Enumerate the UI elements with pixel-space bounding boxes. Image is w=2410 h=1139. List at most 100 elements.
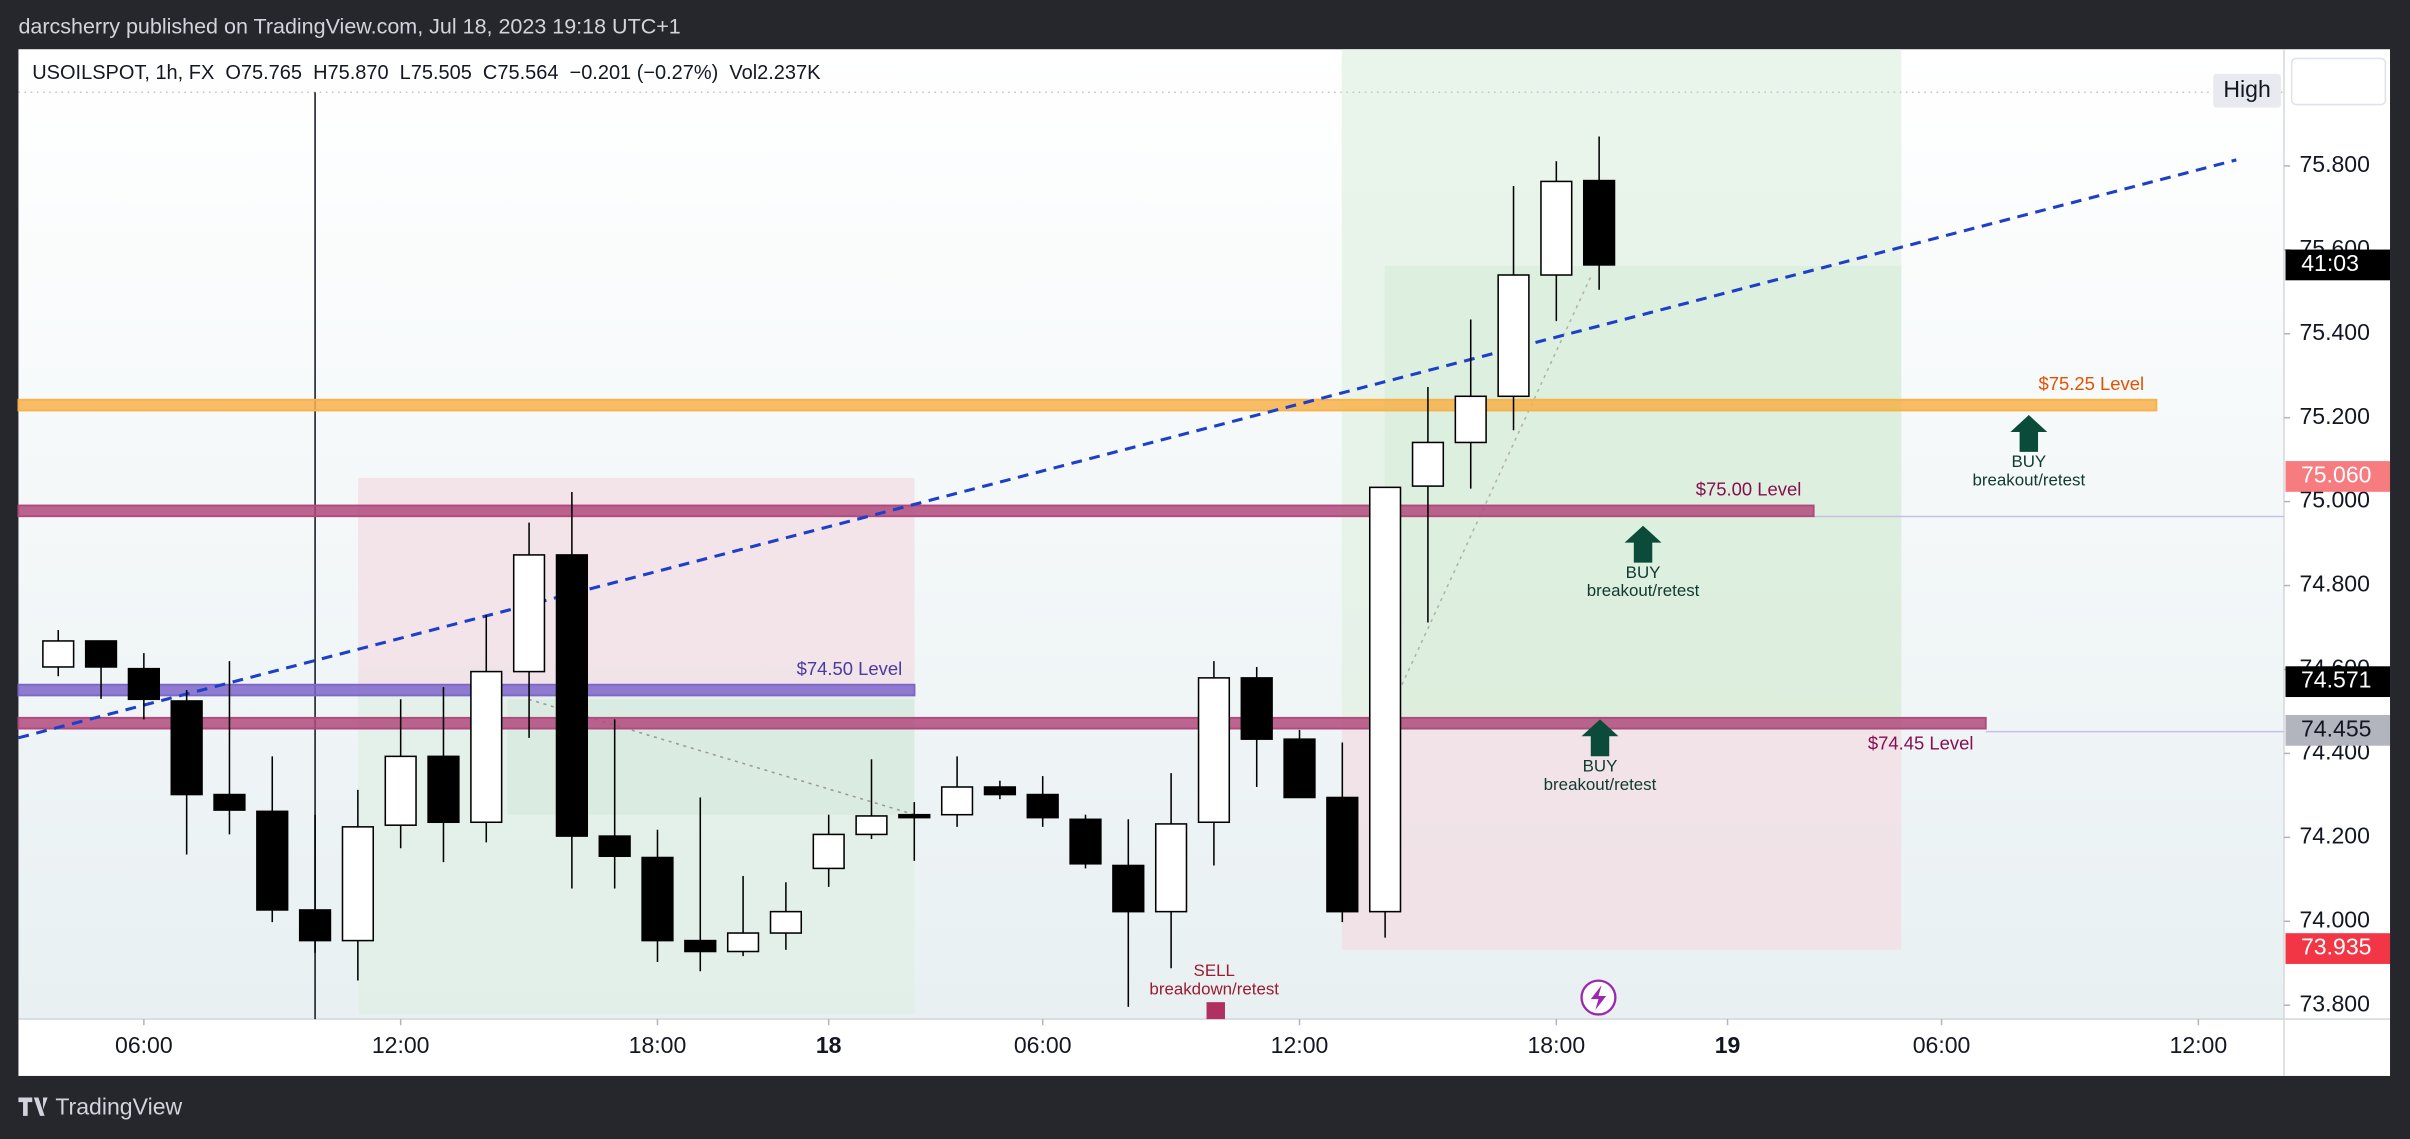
y-tick-label: 74.200: [2299, 822, 2370, 848]
candle-body: [983, 786, 1017, 796]
price-badge: [2285, 461, 2391, 492]
reward-zone: [1384, 265, 1902, 731]
annotations: BUYbreakout/retestBUYbreakout/retestBUYb…: [1149, 415, 2085, 998]
candle-body: [127, 667, 160, 701]
candle-body: [898, 813, 931, 819]
candle-body: [1112, 864, 1145, 913]
level-band: [17, 504, 1815, 518]
candle-body: [1069, 818, 1102, 865]
candle-body: [940, 786, 974, 816]
price-badge: [2285, 714, 2391, 746]
candle-body: [1240, 677, 1273, 740]
price-badge-label: 73.935: [2301, 934, 2372, 960]
levels: $75.25 Level $75.00 Level $74.50 Level $74.…: [17, 373, 2158, 754]
time-axis: [18, 1019, 2284, 1076]
x-tick-label: 12:00: [2170, 1032, 2228, 1058]
candle-body: [1411, 441, 1445, 487]
candle-body: [1197, 677, 1231, 824]
sell-marker: [1206, 1002, 1225, 1020]
axes: 75.80075.60075.40075.20075.00074.80074.6…: [115, 151, 2391, 1058]
y-tick-label: 74.800: [2299, 571, 2370, 597]
x-tick-label: 06:00: [115, 1032, 173, 1058]
annotation-text: breakout/retest: [1972, 471, 2085, 490]
annotation-text: breakout/retest: [1587, 581, 1700, 600]
x-tick-label: 18:00: [1527, 1032, 1585, 1058]
buy-arrow: [2010, 415, 2048, 452]
sell-text: breakdown/retest: [1149, 979, 1279, 998]
candle-body: [684, 939, 717, 953]
candle-body: [427, 755, 460, 824]
candle-body: [256, 810, 289, 911]
price-badge: [2285, 933, 2391, 964]
level-band: [17, 716, 1987, 730]
candle-body: [384, 755, 417, 826]
candle-body: [84, 640, 118, 668]
x-tick-label: 18: [816, 1032, 842, 1058]
candle-body: [598, 835, 631, 858]
x-tick-label: 18:00: [629, 1032, 687, 1058]
candle-body: [555, 554, 589, 837]
y-tick-label: 75.400: [2299, 319, 2370, 345]
buy-arrow: [1624, 525, 1662, 563]
price-badge-label: 74.455: [2301, 715, 2372, 741]
candle-body: [726, 932, 760, 953]
candle-body: [42, 640, 75, 668]
candle-body: [341, 826, 375, 942]
brand: TradingView: [18, 1093, 183, 1119]
trade-line: [528, 698, 915, 816]
sell-text: SELL: [1194, 961, 1235, 980]
price-badge-label: 75.060: [2301, 462, 2372, 488]
candle-body: [1326, 796, 1359, 913]
trend-line: [18, 158, 2237, 740]
candle-body: [470, 670, 503, 824]
candle-body: [512, 554, 546, 673]
x-tick-label: 19: [1715, 1032, 1741, 1058]
event-icon-bolt: [1590, 985, 1607, 1010]
candle-body: [855, 815, 888, 836]
risk-zone: [1341, 730, 1902, 950]
annotation-text: BUY: [2011, 452, 2046, 471]
candle-body: [1497, 274, 1530, 398]
candles: [42, 136, 1616, 1007]
annotation-text: BUY: [1626, 563, 1661, 582]
candle-body: [170, 700, 203, 796]
high-button[interactable]: [2213, 73, 2281, 108]
candle-body: [1368, 486, 1402, 913]
y-tick-label: 73.800: [2299, 990, 2370, 1016]
countdown-label: 41:03: [2301, 250, 2359, 276]
level-band: [17, 683, 916, 697]
candle-body: [298, 909, 332, 942]
x-tick-label: 12:00: [372, 1032, 430, 1058]
candle-body: [1026, 793, 1059, 819]
level-label: $75.00 Level: [1696, 479, 1802, 500]
annotation-text: breakout/retest: [1544, 775, 1657, 794]
high-button-label[interactable]: High: [2223, 76, 2270, 102]
brand-name: TradingView: [55, 1093, 182, 1119]
candle-body: [641, 856, 674, 942]
price-badge-label: 74.571: [2301, 667, 2372, 693]
candle-body: [1154, 823, 1188, 913]
publisher: darcsherry published on TradingView.com,…: [18, 14, 680, 38]
price-axis: [2283, 49, 2391, 1076]
countdown-badge: [2285, 249, 2391, 281]
y-tick-label: 75.200: [2299, 403, 2370, 429]
candle-body: [769, 910, 803, 934]
input-box[interactable]: [2290, 57, 2387, 106]
x-tick-label: 12:00: [1271, 1032, 1329, 1058]
buy-arrow: [1581, 719, 1619, 757]
candle-body: [1582, 179, 1616, 266]
candle-body: [1540, 180, 1573, 276]
candle-body: [1283, 738, 1316, 799]
candle-body: [812, 833, 845, 870]
candle-body: [213, 793, 246, 811]
y-tick-label: 75.800: [2299, 151, 2370, 177]
level-label: $74.50 Level: [797, 658, 903, 679]
annotation-text: BUY: [1583, 756, 1618, 775]
level-label: $75.25 Level: [2039, 373, 2145, 394]
x-tick-label: 06:00: [1913, 1032, 1971, 1058]
price-badge: [2285, 666, 2391, 698]
brand-logo: [18, 1097, 48, 1116]
level-band: [17, 398, 2158, 412]
symbol-header: USOILSPOT, 1h, FX O75.765 H75.870 L75.50…: [32, 62, 821, 84]
